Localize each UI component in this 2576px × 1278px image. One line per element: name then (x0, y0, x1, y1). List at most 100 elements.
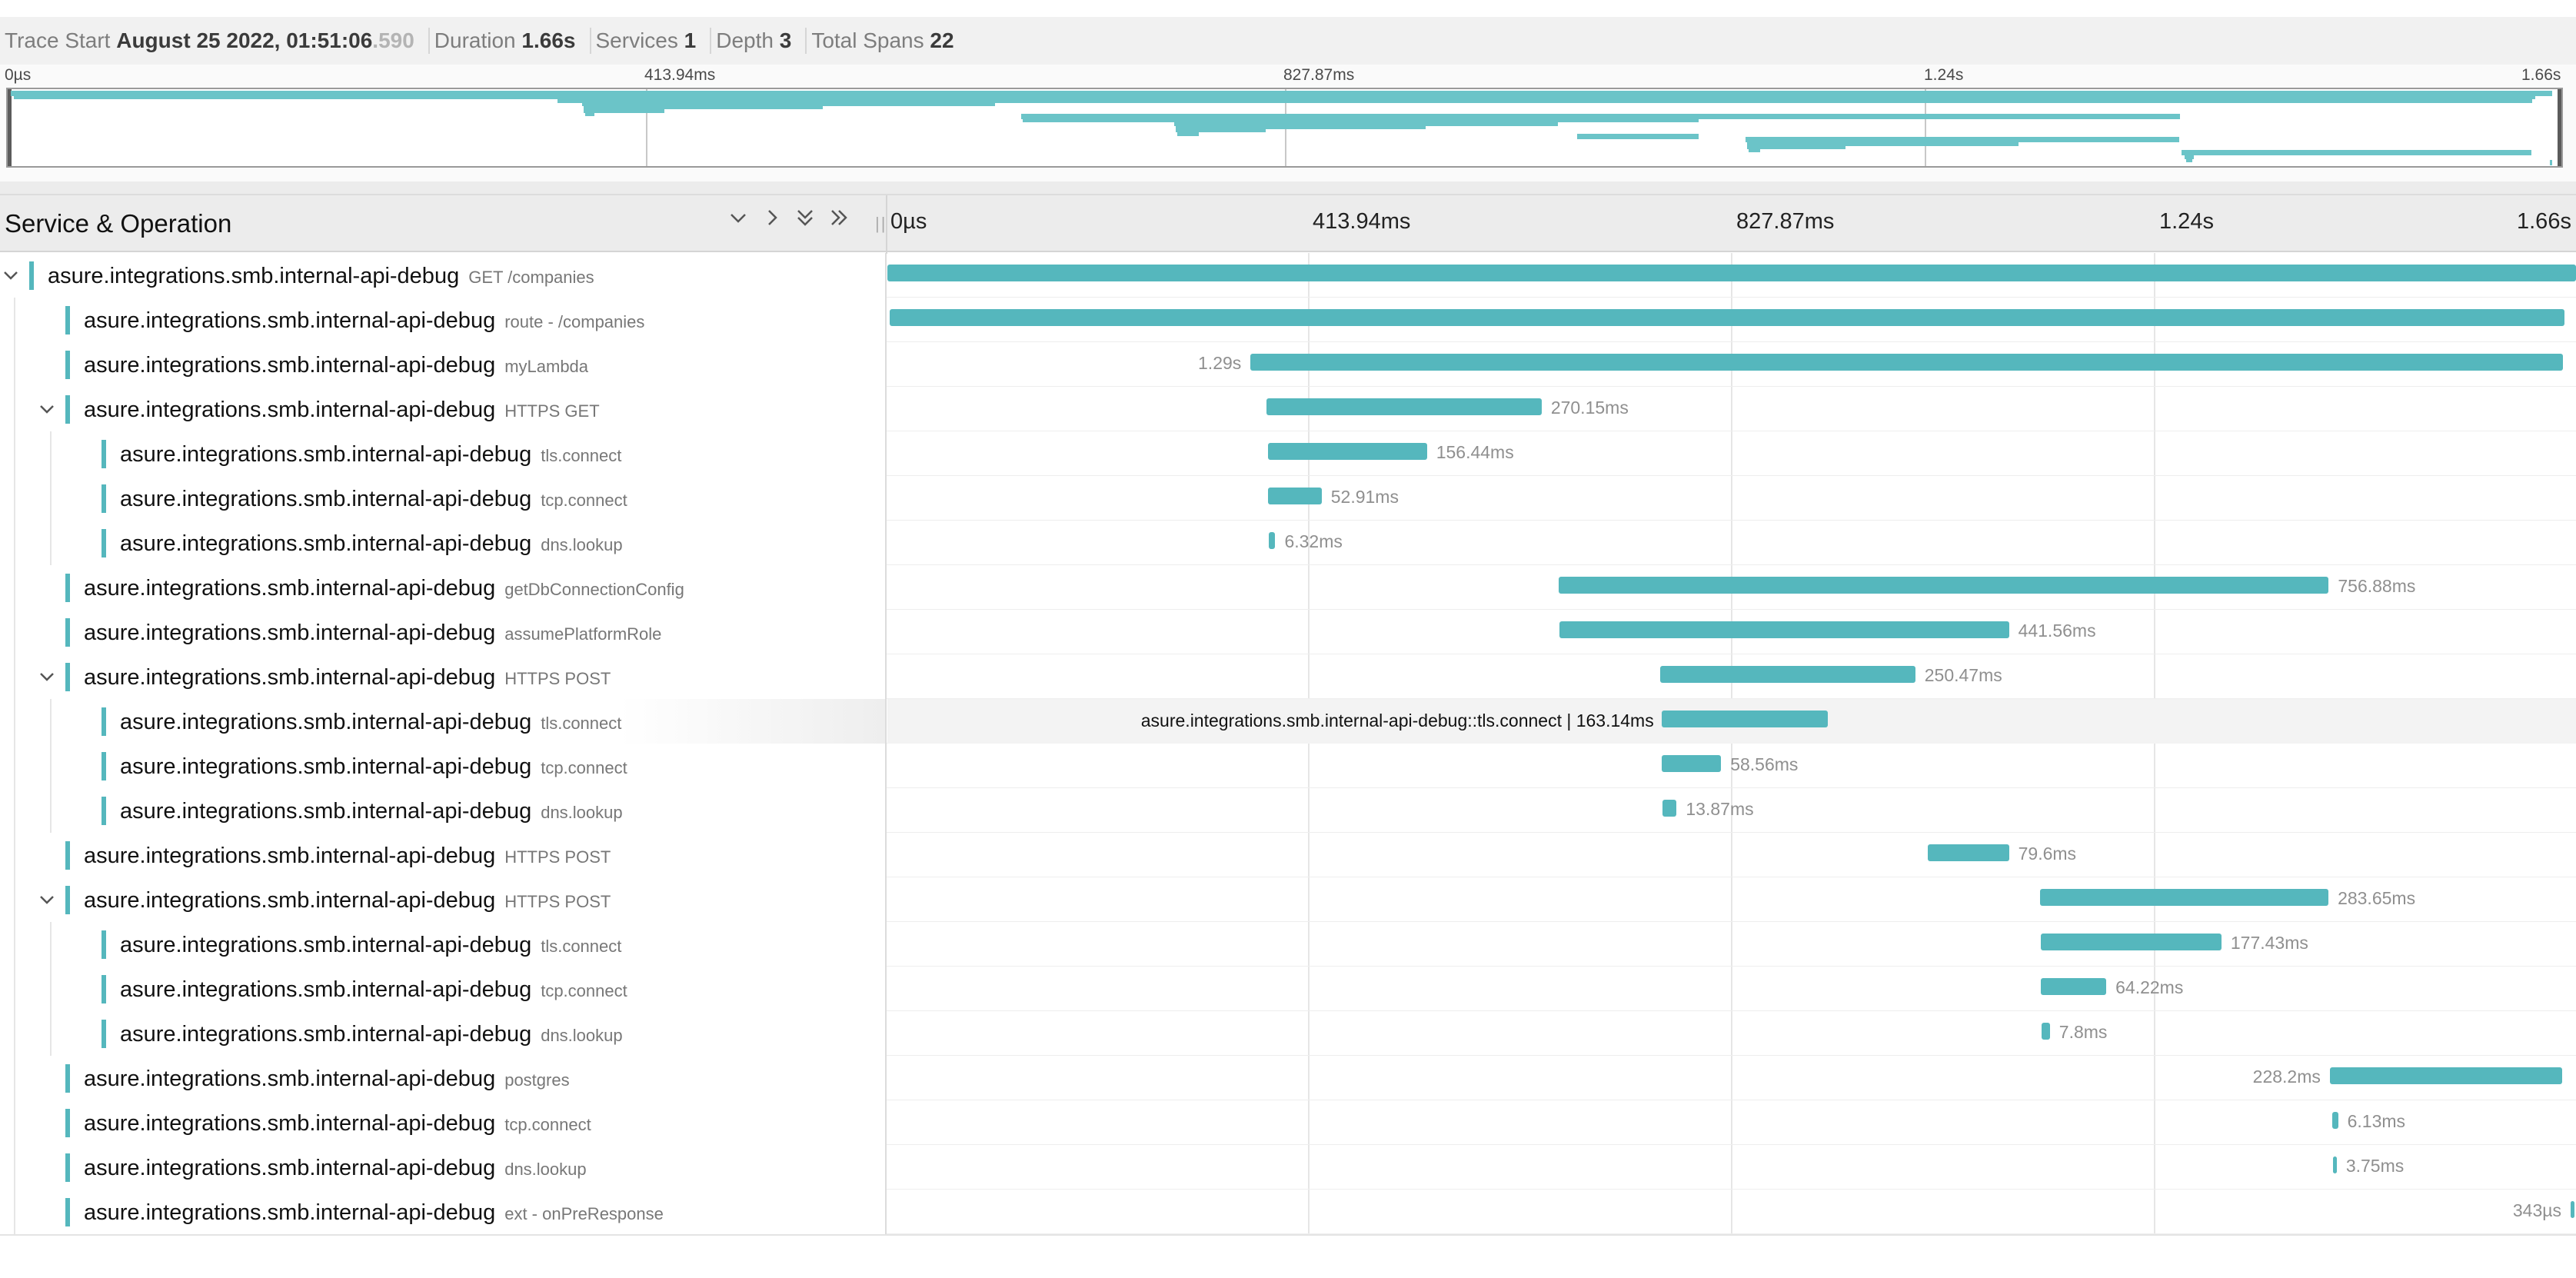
expand-one-icon[interactable] (763, 206, 781, 235)
minimap-right-handle[interactable] (2558, 89, 2561, 166)
collapse-one-icon[interactable] (729, 206, 747, 235)
service-name[interactable]: asure.integrations.smb.internal-api-debu… (120, 933, 621, 958)
span-name-cell[interactable]: asure.integrations.smb.internal-api-debu… (0, 298, 887, 342)
span-timeline[interactable]: 52.91ms (887, 476, 2576, 521)
span-bar[interactable] (1267, 488, 1322, 504)
span-timeline[interactable] (887, 298, 2576, 342)
span-timeline[interactable]: 64.22ms (887, 967, 2576, 1011)
service-name[interactable]: asure.integrations.smb.internal-api-debu… (120, 487, 627, 512)
span-timeline[interactable]: 283.65ms (887, 877, 2576, 922)
span-row[interactable]: asure.integrations.smb.internal-api-debu… (0, 833, 2576, 877)
service-name[interactable]: asure.integrations.smb.internal-api-debu… (84, 888, 611, 914)
span-bar[interactable] (2332, 1157, 2337, 1173)
span-timeline[interactable]: 343µs (887, 1190, 2576, 1234)
span-bar[interactable] (1662, 800, 1677, 817)
service-name[interactable]: asure.integrations.smb.internal-api-debu… (120, 799, 623, 824)
span-timeline[interactable]: 13.87ms (887, 788, 2576, 833)
span-name-cell[interactable]: asure.integrations.smb.internal-api-debu… (0, 565, 887, 610)
span-row[interactable]: asure.integrations.smb.internal-api-debu… (0, 1145, 2576, 1190)
span-timeline[interactable]: 58.56ms (887, 744, 2576, 788)
span-name-cell[interactable]: asure.integrations.smb.internal-api-debu… (0, 1190, 887, 1234)
span-name-cell[interactable]: asure.integrations.smb.internal-api-debu… (0, 967, 887, 1011)
span-bar[interactable] (1559, 621, 2009, 638)
span-row[interactable]: asure.integrations.smb.internal-api-debu… (0, 1011, 2576, 1056)
service-name[interactable]: asure.integrations.smb.internal-api-debu… (84, 844, 611, 869)
chevron-down-icon[interactable] (38, 667, 56, 690)
span-row[interactable]: asure.integrations.smb.internal-api-debu… (0, 788, 2576, 833)
span-timeline[interactable]: 156.44ms (887, 431, 2576, 476)
service-name[interactable]: asure.integrations.smb.internal-api-debu… (84, 308, 644, 334)
minimap-left-handle[interactable] (8, 89, 12, 166)
span-row[interactable]: asure.integrations.smb.internal-api-debu… (0, 1190, 2576, 1234)
span-bar[interactable] (2571, 1201, 2574, 1218)
span-row[interactable]: asure.integrations.smb.internal-api-debu… (0, 521, 2576, 565)
span-bar[interactable] (1250, 354, 2563, 371)
span-bar[interactable] (2041, 934, 2222, 950)
span-name-cell[interactable]: asure.integrations.smb.internal-api-debu… (0, 1145, 887, 1190)
column-resizer-icon[interactable]: || (875, 214, 887, 233)
span-timeline[interactable]: asure.integrations.smb.internal-api-debu… (887, 699, 2576, 744)
trace-minimap[interactable]: 0µs 413.94ms 827.87ms 1.24s 1.66s (0, 65, 2576, 181)
service-name[interactable]: asure.integrations.smb.internal-api-debu… (84, 576, 684, 601)
span-name-cell[interactable]: asure.integrations.smb.internal-api-debu… (0, 1100, 887, 1145)
span-timeline[interactable]: 228.2ms (887, 1056, 2576, 1100)
service-name[interactable]: asure.integrations.smb.internal-api-debu… (84, 398, 600, 423)
service-name[interactable]: asure.integrations.smb.internal-api-debu… (120, 1022, 623, 1047)
span-bar[interactable] (2042, 1023, 2050, 1040)
span-timeline[interactable]: 1.29s (887, 342, 2576, 387)
minimap-canvas[interactable] (6, 88, 2563, 168)
span-name-cell[interactable]: asure.integrations.smb.internal-api-debu… (0, 699, 887, 744)
span-name-cell[interactable]: asure.integrations.smb.internal-api-debu… (0, 744, 887, 788)
span-timeline[interactable]: 79.6ms (887, 833, 2576, 877)
span-name-cell[interactable]: asure.integrations.smb.internal-api-debu… (0, 610, 887, 654)
span-name-cell[interactable]: asure.integrations.smb.internal-api-debu… (0, 342, 887, 387)
span-timeline[interactable]: 250.47ms (887, 654, 2576, 699)
span-timeline[interactable]: 6.13ms (887, 1100, 2576, 1145)
span-name-cell[interactable]: asure.integrations.smb.internal-api-debu… (0, 431, 887, 476)
span-name-cell[interactable]: asure.integrations.smb.internal-api-debu… (0, 387, 887, 431)
service-name[interactable]: asure.integrations.smb.internal-api-debu… (120, 531, 623, 557)
span-row[interactable]: asure.integrations.smb.internal-api-debu… (0, 1056, 2576, 1100)
span-name-cell[interactable]: asure.integrations.smb.internal-api-debu… (0, 877, 887, 922)
span-bar[interactable] (2039, 889, 2329, 906)
span-bar[interactable] (1266, 398, 1542, 415)
span-row[interactable]: asure.integrations.smb.internal-api-debu… (0, 342, 2576, 387)
service-name[interactable]: asure.integrations.smb.internal-api-debu… (84, 621, 661, 646)
span-timeline[interactable]: 3.75ms (887, 1145, 2576, 1190)
span-row[interactable]: asure.integrations.smb.internal-api-debu… (0, 1100, 2576, 1145)
service-name[interactable]: asure.integrations.smb.internal-api-debu… (120, 977, 627, 1003)
span-name-cell[interactable]: asure.integrations.smb.internal-api-debu… (0, 1056, 887, 1100)
chevron-down-icon[interactable] (38, 890, 56, 913)
span-timeline[interactable]: 756.88ms (887, 565, 2576, 610)
span-bar[interactable] (889, 309, 2565, 326)
span-timeline[interactable]: 177.43ms (887, 922, 2576, 967)
service-name[interactable]: asure.integrations.smb.internal-api-debu… (84, 1200, 664, 1226)
span-row[interactable]: asure.integrations.smb.internal-api-debu… (0, 922, 2576, 967)
service-name[interactable]: asure.integrations.smb.internal-api-debu… (84, 1111, 591, 1137)
span-bar[interactable] (887, 265, 2576, 281)
span-row[interactable]: asure.integrations.smb.internal-api-debu… (0, 387, 2576, 431)
span-row[interactable]: asure.integrations.smb.internal-api-debu… (0, 565, 2576, 610)
span-timeline[interactable]: 270.15ms (887, 387, 2576, 431)
span-row[interactable]: asure.integrations.smb.internal-api-debu… (0, 699, 2576, 744)
span-bar[interactable] (2329, 1067, 2562, 1084)
chevron-down-icon[interactable] (2, 266, 20, 288)
span-row[interactable]: asure.integrations.smb.internal-api-debu… (0, 877, 2576, 922)
chevron-down-icon[interactable] (38, 400, 56, 422)
span-name-cell[interactable]: asure.integrations.smb.internal-api-debu… (0, 253, 887, 298)
span-bar[interactable] (1267, 443, 1427, 460)
service-name[interactable]: asure.integrations.smb.internal-api-debu… (120, 754, 627, 780)
span-timeline[interactable]: 441.56ms (887, 610, 2576, 654)
span-bar[interactable] (1661, 711, 1828, 727)
service-name[interactable]: asure.integrations.smb.internal-api-debu… (84, 1067, 570, 1092)
span-row[interactable]: asure.integrations.smb.internal-api-debu… (0, 744, 2576, 788)
span-name-cell[interactable]: asure.integrations.smb.internal-api-debu… (0, 788, 887, 833)
span-row[interactable]: asure.integrations.smb.internal-api-debu… (0, 298, 2576, 342)
span-row[interactable]: asure.integrations.smb.internal-api-debu… (0, 610, 2576, 654)
span-name-cell[interactable]: asure.integrations.smb.internal-api-debu… (0, 476, 887, 521)
span-name-cell[interactable]: asure.integrations.smb.internal-api-debu… (0, 833, 887, 877)
service-name[interactable]: asure.integrations.smb.internal-api-debu… (84, 665, 611, 691)
span-timeline[interactable] (887, 253, 2576, 298)
span-timeline[interactable]: 6.32ms (887, 521, 2576, 565)
span-bar[interactable] (2041, 978, 2107, 995)
